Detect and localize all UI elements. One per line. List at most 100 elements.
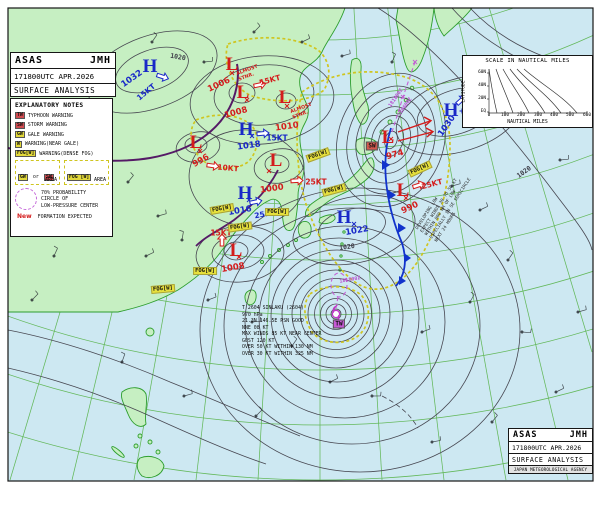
area-label: AREA xyxy=(93,177,106,184)
storm-warning-tag: SW xyxy=(44,174,54,182)
scale-y-tick: 40N xyxy=(478,83,486,88)
kamchatka xyxy=(395,8,435,73)
low-movement: 25KT xyxy=(305,177,327,187)
chart-type: SURFACE ANALYSIS xyxy=(14,86,96,95)
map-frame xyxy=(7,7,594,482)
fog-warning-tag: FOG[W] xyxy=(15,150,37,158)
high-letter: H xyxy=(142,56,158,77)
gale-warning-area-outlines xyxy=(190,36,451,344)
new-formation-legend: New FORMATION EXPECTED xyxy=(17,213,109,220)
probability-text-line: LOW-PRESSURE CENTER xyxy=(41,202,99,209)
scale-title: SCALE IN NAUTICAL MILES xyxy=(485,58,570,64)
high-letter: H xyxy=(443,100,459,121)
low-movement: 10KT xyxy=(216,162,240,174)
scale-y-axis-label: LATITUDE xyxy=(461,80,467,103)
distance-scale-box: SCALE IN NAUTICAL MILES LATITUDE 60N 40N… xyxy=(462,55,593,128)
cold-front xyxy=(384,127,406,287)
typhoon-info-line: OVER 30 KT WITHIN 325 NM xyxy=(242,350,313,357)
palawan xyxy=(111,446,125,458)
cold-front-triangles xyxy=(382,160,411,285)
legend-item-desc: STORM WARNING xyxy=(27,122,67,129)
legend-item: FOG[W] WARNING(DENSE FOG) xyxy=(15,150,109,158)
high-letter: H xyxy=(336,207,352,228)
storm-warning-tag: SW xyxy=(15,121,25,129)
legend-title: EXPLANATORY NOTES xyxy=(15,102,84,109)
low-letter: L xyxy=(269,150,283,171)
low-letter: L xyxy=(225,54,239,75)
gale-warning-tag: GW xyxy=(15,131,25,139)
typhoon-info-line: OVER 50 KT WITHIN 130 NM xyxy=(242,344,313,351)
chart-title-box-footer: ASAS JMH 171800UTC APR.2026 SURFACE ANAL… xyxy=(508,428,593,474)
fog-warning-label: FOG[W] xyxy=(265,208,289,216)
trailing-front xyxy=(195,169,279,247)
low-letter: L xyxy=(396,180,410,201)
low-movement-arrows xyxy=(397,116,435,142)
chart-brand: ASAS xyxy=(15,55,44,66)
legend-item-desc: GALE WARNING xyxy=(27,131,64,138)
probability-text-line: 70% PROBABILITY xyxy=(41,189,87,196)
scale-y-tick: EQ xyxy=(480,109,486,114)
scale-x-tick: 0 xyxy=(487,113,491,118)
luzon xyxy=(121,387,148,427)
hainan xyxy=(145,327,155,337)
fog-warning-tag: FOG [W] xyxy=(67,174,92,182)
storm-warning-tag: SW xyxy=(365,141,379,151)
new-label: New xyxy=(17,213,32,221)
scale-x-axis-label: NAUTICAL MILES xyxy=(507,120,548,125)
chart-brand: ASAS xyxy=(513,430,538,440)
low-movement: 15KT xyxy=(210,228,232,238)
typhoon-info-line: 970 hPa xyxy=(242,311,263,318)
probability-circle-icon xyxy=(15,188,37,211)
typhoon-info-line: MAX WINDS 85 KT NEAR CENTER xyxy=(242,331,322,338)
low-letter: L xyxy=(236,82,250,103)
scale-x-tick: 600 xyxy=(583,113,591,118)
gale-warning-tag: GW xyxy=(18,174,28,182)
scale-x-tick: 500 xyxy=(566,113,574,118)
legend-item: GW GALE WARNING xyxy=(15,131,109,139)
legend-item: TW TYPHOON WARNING xyxy=(15,112,109,119)
low-letter: L xyxy=(381,127,395,148)
explanatory-notes-box: EXPLANATORY NOTES TW TYPHOON WARNING SW … xyxy=(10,98,113,237)
typhoon-warning-tag: TW xyxy=(15,112,25,119)
taiwan xyxy=(244,289,257,306)
legend-area-samples: GW or SW AREA FOG [W] AREA xyxy=(15,160,109,186)
legend-item-desc: WARNING(NEAR GALE) xyxy=(24,141,80,148)
scale-x-tick: 100 xyxy=(501,113,509,118)
warning-tag: W xyxy=(15,140,22,148)
typhoon-warning-tag: TW xyxy=(332,319,346,329)
area-label: AREA xyxy=(44,177,57,184)
scale-x-tick: 200 xyxy=(517,113,525,118)
probability-text-line: CIRCLE OF xyxy=(41,196,69,203)
high-letter: H xyxy=(238,119,254,140)
new-desc: FORMATION EXPECTED xyxy=(37,213,92,220)
legend-item-desc: WARNING(DENSE FOG) xyxy=(39,150,94,157)
chart-type: SURFACE ANALYSIS xyxy=(512,455,584,464)
chart-datetime: 171800UTC APR.2026 xyxy=(512,443,582,452)
scale-y-tick: 20N xyxy=(478,96,486,101)
legend-item: W WARNING(NEAR GALE) xyxy=(15,140,109,148)
scale-x-tick: 400 xyxy=(550,113,558,118)
legend-item: SW STORM WARNING xyxy=(15,121,109,129)
scale-x-tick: 300 xyxy=(534,113,542,118)
kyushu xyxy=(297,221,312,239)
scale-y-tick: 60N xyxy=(478,70,486,75)
or-text: or xyxy=(32,174,39,181)
chart-code: JMH xyxy=(569,430,588,440)
typhoon-info-line: NNE 08 KT xyxy=(242,324,269,331)
low-letter: L xyxy=(189,132,203,153)
siberia-ne xyxy=(433,8,473,37)
probability-circle-legend: 70% PROBABILITY CIRCLE OF LOW-PRESSURE C… xyxy=(15,188,109,211)
typhoon-info-line: GUST 120 KT xyxy=(242,337,275,344)
mindanao xyxy=(136,455,165,478)
typhoon-info-line: 21.3N 146.5E PSN GOOD xyxy=(242,318,304,325)
legend-item-desc: TYPHOON WARNING xyxy=(27,112,73,119)
agency-strip: JAPAN METEOROLOGICAL AGENCY TOKYO xyxy=(509,465,592,473)
typhoon-icon xyxy=(331,305,341,323)
fog-warning-label: FOG[W] xyxy=(193,267,217,275)
chart-title-box: ASAS JMH 171800UTC APR.2026 SURFACE ANAL… xyxy=(10,52,116,97)
typhoon-info-line: T 2604 SINLAKU (2604) xyxy=(242,305,304,311)
low-letter: L xyxy=(229,240,243,261)
high-letter: H xyxy=(237,183,253,204)
high-movement: 15KT xyxy=(266,133,288,143)
